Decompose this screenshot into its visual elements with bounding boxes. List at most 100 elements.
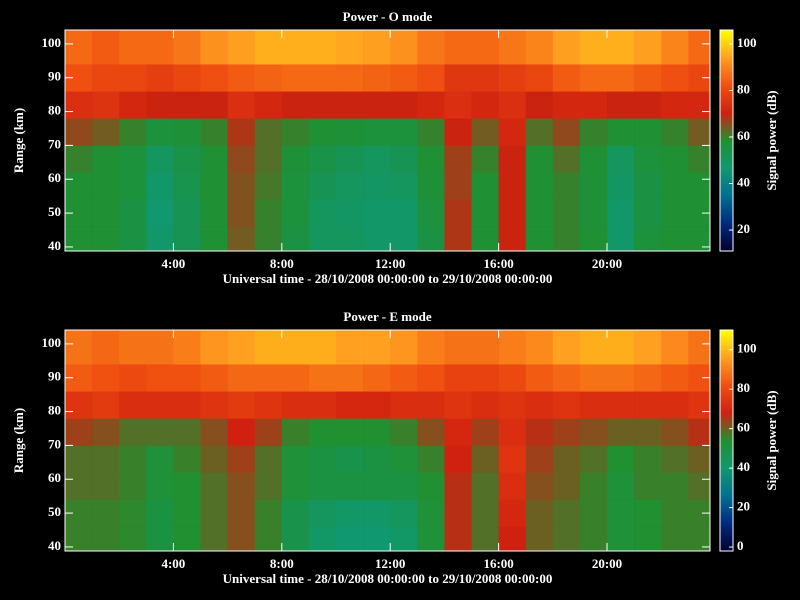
y-tick-label: 70 bbox=[48, 136, 61, 151]
heatmap-cell bbox=[308, 472, 337, 500]
heatmap-cell bbox=[417, 118, 445, 146]
heatmap-cell bbox=[579, 418, 608, 446]
heatmap-cell bbox=[607, 330, 635, 365]
heatmap-cell bbox=[336, 226, 364, 252]
heatmap-cell bbox=[363, 64, 391, 92]
heatmap-cell bbox=[119, 364, 147, 392]
heatmap-cell bbox=[579, 330, 608, 365]
heatmap-cell bbox=[173, 445, 201, 473]
heatmap-cell bbox=[146, 472, 174, 500]
y-tick-label: 50 bbox=[48, 204, 61, 219]
heatmap-cell bbox=[552, 30, 581, 65]
heatmap-cell bbox=[281, 199, 310, 227]
heatmap-cell bbox=[661, 472, 689, 500]
y-tick-label: 60 bbox=[48, 170, 61, 185]
heatmap-cell bbox=[498, 391, 527, 419]
heatmap-cell bbox=[579, 64, 608, 92]
heatmap-cell bbox=[390, 391, 418, 419]
heatmap-cell bbox=[363, 226, 391, 252]
heatmap-cell bbox=[661, 226, 689, 252]
heatmap-cell bbox=[281, 445, 310, 473]
heatmap-cell bbox=[173, 145, 201, 173]
heatmap-cell bbox=[417, 526, 445, 552]
heatmap-cell bbox=[254, 472, 283, 500]
heatmap-cell bbox=[661, 418, 689, 446]
heatmap-cell bbox=[281, 64, 310, 92]
heatmap-cell bbox=[227, 118, 256, 146]
heatmap-cell bbox=[146, 526, 174, 552]
heatmap-cells bbox=[65, 30, 711, 252]
heatmap-cell bbox=[607, 118, 635, 146]
heatmap-cell bbox=[336, 64, 364, 92]
heatmap-cell bbox=[119, 64, 147, 92]
heatmap-cell bbox=[65, 91, 93, 119]
heatmap-cell bbox=[146, 118, 174, 146]
heatmap-cell bbox=[65, 226, 93, 252]
heatmap-cell bbox=[688, 364, 711, 392]
heatmap-cell bbox=[579, 445, 608, 473]
y-tick-label: 90 bbox=[48, 369, 61, 384]
heatmap-cell bbox=[498, 364, 527, 392]
heatmap-cell bbox=[498, 30, 527, 65]
heatmap-cell bbox=[308, 145, 337, 173]
heatmap-cell bbox=[444, 145, 472, 173]
x-tick-label: 12:00 bbox=[375, 256, 405, 271]
heatmap-cell bbox=[65, 30, 93, 65]
heatmap-cell bbox=[281, 499, 310, 527]
heatmap-cell bbox=[552, 330, 581, 365]
heatmap-cell bbox=[92, 391, 120, 419]
heatmap-cell bbox=[661, 364, 689, 392]
heatmap-cell bbox=[525, 330, 554, 365]
heatmap-cell bbox=[281, 145, 310, 173]
heatmap-cell bbox=[254, 391, 283, 419]
heatmap-cell bbox=[471, 172, 499, 200]
heatmap-cell bbox=[390, 364, 418, 392]
x-tick-label: 16:00 bbox=[483, 256, 513, 271]
heatmap-cell bbox=[92, 418, 120, 446]
heatmap-cell bbox=[254, 172, 283, 200]
heatmap-cell bbox=[308, 118, 337, 146]
heatmap-cell bbox=[119, 418, 147, 446]
colorbar-tick-label: 40 bbox=[737, 459, 750, 474]
heatmap-cell bbox=[634, 499, 662, 527]
heatmap-cell bbox=[525, 91, 554, 119]
heatmap-cell bbox=[308, 364, 337, 392]
heatmap-cell bbox=[525, 199, 554, 227]
heatmap-cell bbox=[525, 226, 554, 252]
heatmap-cell bbox=[254, 226, 283, 252]
heatmap-cell bbox=[65, 145, 93, 173]
heatmap-cell bbox=[390, 199, 418, 227]
heatmap-cell bbox=[92, 199, 120, 227]
heatmap-cell bbox=[92, 226, 120, 252]
heatmap-cell bbox=[525, 30, 554, 65]
x-tick-label: 20:00 bbox=[592, 256, 622, 271]
heatmap-cell bbox=[390, 118, 418, 146]
heatmap-cell bbox=[607, 226, 635, 252]
heatmap-cell bbox=[444, 118, 472, 146]
heatmap-cell bbox=[254, 64, 283, 92]
heatmap-cell bbox=[227, 526, 256, 552]
heatmap-cell bbox=[227, 30, 256, 65]
heatmap-cell bbox=[661, 172, 689, 200]
heatmap-cell bbox=[200, 145, 228, 173]
heatmap-cell bbox=[444, 199, 472, 227]
heatmap-cell bbox=[65, 391, 93, 419]
heatmap-cell bbox=[525, 418, 554, 446]
heatmap-cell bbox=[254, 199, 283, 227]
heatmap-cell bbox=[173, 499, 201, 527]
heatmap-cell bbox=[525, 118, 554, 146]
heatmap-cell bbox=[471, 226, 499, 252]
heatmap-cell bbox=[336, 172, 364, 200]
heatmap-cell bbox=[444, 330, 472, 365]
heatmap-cell bbox=[281, 91, 310, 119]
heatmap-cell bbox=[552, 418, 581, 446]
heatmap-cell bbox=[661, 391, 689, 419]
heatmap-cell bbox=[173, 330, 201, 365]
heatmap-cell bbox=[607, 472, 635, 500]
heatmap-cell bbox=[634, 30, 662, 65]
heatmap-cell bbox=[390, 64, 418, 92]
y-tick-label: 40 bbox=[48, 238, 61, 253]
heatmap-cell bbox=[200, 199, 228, 227]
heatmap-cell bbox=[308, 330, 337, 365]
heatmap-cell bbox=[688, 172, 711, 200]
